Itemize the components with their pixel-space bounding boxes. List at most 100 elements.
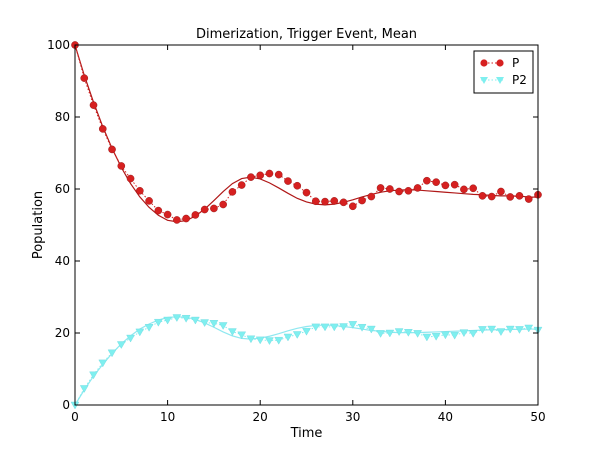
point-P bbox=[524, 195, 533, 203]
point-P2 bbox=[524, 324, 534, 333]
point-P2 bbox=[218, 322, 228, 330]
point-P2 bbox=[283, 333, 293, 342]
point-P2 bbox=[394, 328, 404, 336]
point-P bbox=[154, 206, 163, 215]
axes-frame bbox=[74, 44, 539, 406]
point-P2 bbox=[265, 337, 274, 345]
legend-marker-P2 bbox=[480, 77, 488, 84]
point-P bbox=[358, 196, 366, 205]
axis-ticks: 0 10 20 30 40 50 0 20 40 60 80 100 bbox=[47, 38, 546, 424]
point-P2 bbox=[459, 329, 469, 338]
point-P2 bbox=[496, 328, 506, 336]
legend-marker-P2 bbox=[496, 77, 504, 84]
legend: P P2 bbox=[473, 50, 534, 94]
point-P bbox=[441, 181, 450, 190]
point-P2 bbox=[357, 324, 367, 332]
point-P bbox=[497, 187, 505, 196]
point-P bbox=[98, 125, 107, 133]
x-tick-label: 10 bbox=[160, 410, 175, 424]
point-P2 bbox=[478, 326, 487, 334]
point-P2 bbox=[255, 336, 265, 345]
y-tick-label: 0 bbox=[62, 398, 70, 412]
point-P bbox=[265, 169, 274, 178]
y-tick-label: 40 bbox=[55, 254, 70, 268]
chart-title: Dimerization, Trigger Event, Mean bbox=[196, 27, 417, 42]
point-P bbox=[191, 211, 200, 219]
point-P2 bbox=[505, 325, 515, 334]
point-P bbox=[219, 200, 227, 209]
point-P bbox=[256, 171, 265, 180]
point-P2 bbox=[376, 330, 385, 338]
point-P2 bbox=[487, 325, 497, 334]
point-P bbox=[450, 180, 459, 189]
legend-label-P: P bbox=[512, 56, 519, 70]
point-P2 bbox=[172, 314, 182, 322]
point-P2 bbox=[339, 323, 348, 331]
point-P2 bbox=[209, 320, 219, 328]
point-P bbox=[348, 202, 357, 211]
point-P2 bbox=[237, 331, 247, 340]
point-P2 bbox=[468, 330, 478, 338]
x-tick-label: 50 bbox=[530, 410, 545, 424]
legend-marker-P bbox=[480, 59, 488, 67]
legend-label-P2: P2 bbox=[512, 73, 527, 87]
point-P bbox=[126, 174, 135, 183]
point-P2 bbox=[135, 328, 145, 337]
point-P bbox=[386, 185, 394, 193]
point-P bbox=[339, 198, 348, 207]
point-P bbox=[200, 205, 209, 214]
x-tick-label: 30 bbox=[345, 410, 360, 424]
point-P bbox=[274, 170, 283, 179]
point-P bbox=[367, 192, 376, 201]
point-P2 bbox=[431, 333, 441, 341]
point-P2 bbox=[163, 316, 172, 325]
point-P2 bbox=[404, 329, 413, 337]
point-P bbox=[330, 197, 339, 205]
point-P bbox=[506, 193, 515, 201]
point-P bbox=[293, 181, 302, 190]
point-P bbox=[145, 197, 153, 205]
point-P bbox=[89, 101, 98, 109]
x-axis-label: Time bbox=[290, 426, 323, 441]
point-P2 bbox=[153, 319, 163, 327]
point-P2 bbox=[292, 331, 302, 339]
point-P bbox=[247, 173, 255, 181]
point-P2 bbox=[107, 349, 117, 358]
point-P2 bbox=[385, 329, 395, 338]
point-P bbox=[173, 216, 181, 224]
point-P2 bbox=[366, 325, 376, 334]
y-tick-label: 80 bbox=[55, 110, 70, 124]
point-P2 bbox=[311, 323, 321, 332]
point-P bbox=[376, 184, 385, 192]
plot-area bbox=[70, 41, 543, 410]
point-P2 bbox=[144, 324, 154, 332]
point-P bbox=[423, 176, 431, 185]
point-P2 bbox=[441, 331, 450, 340]
point-P bbox=[321, 197, 329, 206]
point-P bbox=[395, 187, 403, 196]
point-P bbox=[432, 178, 440, 186]
point-P bbox=[117, 162, 126, 170]
point-P bbox=[284, 177, 292, 185]
y-axis-label: Population bbox=[31, 191, 46, 259]
legend-marker-P bbox=[496, 59, 504, 67]
legend-box bbox=[473, 50, 534, 94]
point-P bbox=[182, 214, 190, 223]
point-P2 bbox=[98, 359, 108, 368]
point-P2 bbox=[515, 326, 524, 334]
point-P bbox=[460, 185, 468, 194]
point-P2 bbox=[320, 323, 330, 332]
point-P2 bbox=[329, 323, 339, 332]
x-tick-label: 20 bbox=[253, 410, 268, 424]
point-P bbox=[469, 184, 477, 193]
point-P bbox=[108, 145, 116, 154]
point-P bbox=[478, 192, 487, 200]
point-P bbox=[237, 181, 246, 189]
point-P2 bbox=[79, 385, 89, 393]
x-tick-label: 0 bbox=[71, 410, 79, 424]
point-P2 bbox=[116, 341, 126, 349]
y-tick-label: 60 bbox=[55, 182, 70, 196]
point-P2 bbox=[200, 319, 209, 327]
point-P bbox=[311, 197, 320, 206]
